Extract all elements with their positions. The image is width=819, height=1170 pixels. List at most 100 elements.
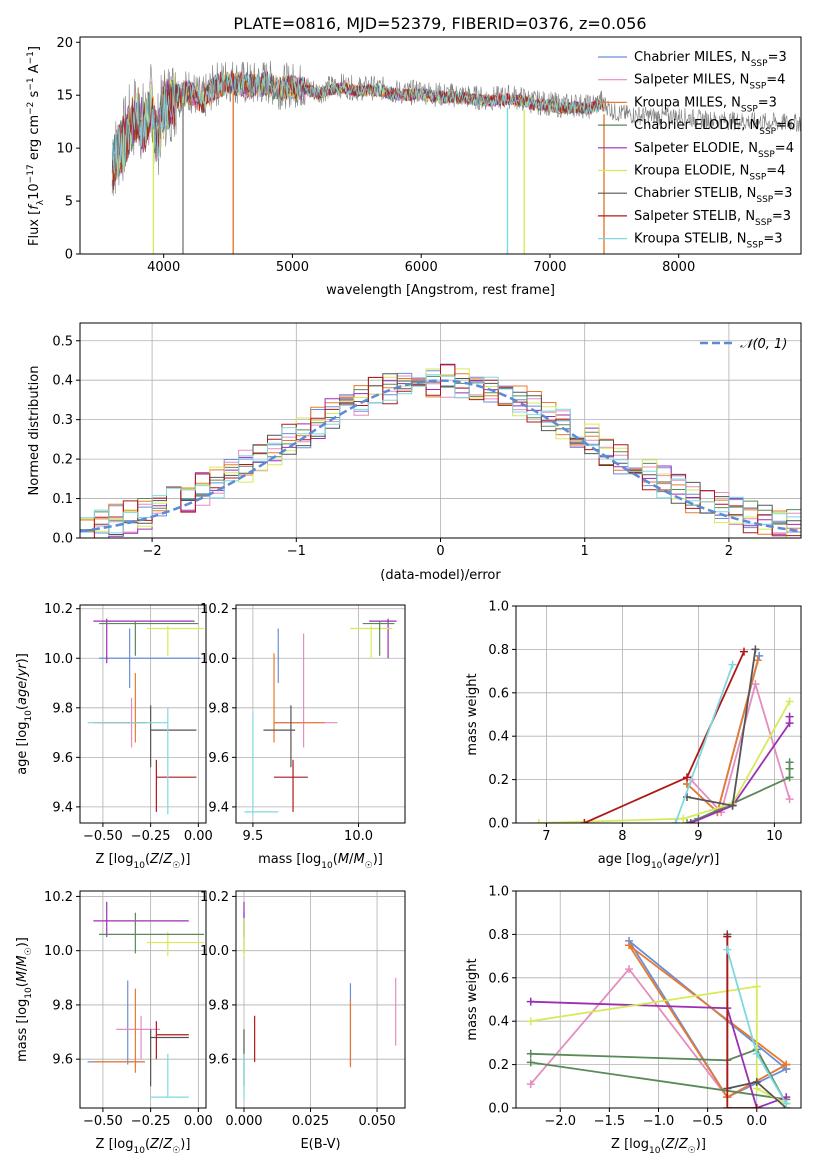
residuals-xlabel: (data-model)/error (380, 568, 501, 583)
x-tick-label: 8000 (662, 260, 695, 275)
panel-spectrum: 4000 5000 6000 7000 8000 0 5 10 15 20 wavelength [… (26, 36, 802, 298)
x-tick-label: 0 (436, 544, 444, 559)
y-tick-label: 0.5 (52, 334, 73, 349)
legend-text: Chabrier ELODIE, NSSP=6 (634, 118, 795, 137)
weight-marker (671, 819, 680, 823)
weight-marker (723, 945, 732, 954)
legend-text: Chabrier STELIB, NSSP=3 (634, 186, 792, 205)
y-tick-label: 0.3 (52, 413, 73, 428)
panel-age-vs-z: −0.50 −0.25 0.00 9.4 9.6 9.8 10.0 10.2 Z [log10(… (15, 602, 213, 871)
plot-area (87, 618, 205, 815)
y-tick-label: 0.8 (488, 928, 509, 943)
plot-area (80, 363, 801, 538)
x-tick-label: 8 (618, 829, 626, 844)
weight-vs-z-ylabel: mass weight (465, 958, 480, 1040)
y-tick-label: 0.2 (488, 1058, 509, 1073)
weight-marker (752, 1049, 761, 1058)
y-tick-label: 1.0 (488, 885, 509, 900)
y-tick-label: 0.0 (488, 1102, 509, 1117)
legend-text: Kroupa ELODIE, NSSP=4 (634, 164, 785, 183)
plot-area (243, 901, 397, 1100)
weight-line-kroupa-stelib (674, 664, 734, 823)
plot-area (244, 618, 397, 815)
weight-line-salpeter-stelib (726, 936, 757, 1108)
histogram-kroupa-stelib (80, 374, 801, 534)
x-tick-label: −0.25 (131, 829, 171, 844)
axes-frame (79, 604, 207, 824)
weight-marker (683, 773, 691, 782)
y-tick-label: 0.6 (488, 971, 509, 986)
x-tick-label: 9.5 (243, 829, 264, 844)
data-spectrum (111, 60, 801, 196)
y-tick-label: 10.0 (200, 944, 229, 959)
y-tick-label: 9.4 (208, 800, 229, 815)
weight-marker (728, 801, 737, 810)
mass-vs-z-ylabel: mass [log10(M/M☉)] (15, 937, 34, 1062)
weight-marker (751, 645, 760, 654)
legend-text: Salpeter STELIB, NSSP=3 (634, 209, 791, 228)
y-tick-label: 0.4 (52, 374, 73, 389)
panel-age-vs-mass: 9.5 10.0 9.4 9.6 9.8 10.0 10.2 mass [log10(M/M☉… (200, 602, 406, 871)
x-tick-label: −1.0 (643, 1114, 675, 1129)
weight-marker (753, 656, 762, 665)
gaussian-curve (80, 379, 801, 533)
legend-text: Chabrier MILES, NSSP=3 (634, 50, 787, 69)
weight-marker (526, 1049, 535, 1058)
y-tick-label: 9.6 (208, 1053, 229, 1068)
y-tick-label: 10.2 (200, 602, 229, 617)
x-tick-label: −0.50 (83, 1114, 123, 1129)
mass-vs-z-xlabel: Z [log10(Z/Z☉)] (96, 1137, 191, 1156)
x-tick-label: −0.50 (83, 829, 123, 844)
weight-marker (755, 651, 764, 660)
x-tick-label: −1.5 (594, 1114, 626, 1129)
x-tick-label: 0.000 (225, 1114, 262, 1129)
weight-marker (723, 1104, 732, 1108)
x-tick-label: 5000 (276, 260, 309, 275)
weight-marker (728, 660, 737, 669)
panel-mass-vs-z: −0.50 −0.25 0.00 9.6 9.8 10.0 10.2 Z [log10(Z/Z… (15, 890, 213, 1156)
y-tick-label: 9.6 (52, 751, 73, 766)
weight-marker (526, 1017, 535, 1026)
x-tick-label: 0.025 (292, 1114, 329, 1129)
weight-vs-z-xlabel: Z [log10(Z/Z☉)] (611, 1137, 706, 1156)
weight-marker (686, 819, 695, 823)
plot-area (111, 60, 801, 254)
axes-frame (515, 605, 802, 824)
weight-marker (526, 997, 535, 1006)
y-tick-label: 10.2 (44, 890, 73, 905)
weight-marker (679, 814, 688, 823)
y-tick-label: 0.8 (488, 643, 509, 658)
weight-marker (625, 941, 634, 950)
y-tick-label: 0.1 (52, 492, 73, 507)
residuals-ylabel: Normed distribution (27, 366, 42, 496)
x-tick-label: 6000 (405, 260, 438, 275)
legend-text: Kroupa MILES, NSSP=3 (634, 95, 777, 114)
weight-vs-age-ylabel: mass weight (465, 673, 480, 755)
weight-marker (752, 1077, 761, 1086)
legend-text: 𝒩(0, 1) (740, 337, 787, 352)
y-tick-label: 9.6 (208, 751, 229, 766)
weight-marker (723, 932, 732, 941)
legend-text: Salpeter ELODIE, NSSP=4 (634, 141, 794, 160)
weight-marker (534, 819, 543, 823)
y-tick-label: 10.0 (200, 652, 229, 667)
y-tick-label: 5 (65, 195, 73, 210)
weight-line-salpeter-elodie (530, 1000, 787, 1108)
weight-marker (580, 819, 589, 823)
weight-vs-age-xlabel: age [log10(age/yr)] (598, 852, 720, 871)
x-tick-label: 10 (766, 829, 783, 844)
weight-marker (752, 982, 761, 991)
legend-text: Salpeter MILES, NSSP=4 (634, 73, 785, 92)
x-tick-label: 9 (694, 829, 702, 844)
y-tick-label: 15 (56, 89, 73, 104)
weight-marker (785, 758, 794, 767)
y-tick-label: 0.0 (488, 817, 509, 832)
histogram-salpeter-stelib (80, 364, 801, 538)
y-tick-label: 9.8 (208, 701, 229, 716)
weight-marker (785, 712, 794, 721)
spectrum-ylabel: Flux [fλ10−17 erg cm−2 s−1 A−1] (26, 46, 46, 246)
x-tick-label: 1 (581, 544, 589, 559)
